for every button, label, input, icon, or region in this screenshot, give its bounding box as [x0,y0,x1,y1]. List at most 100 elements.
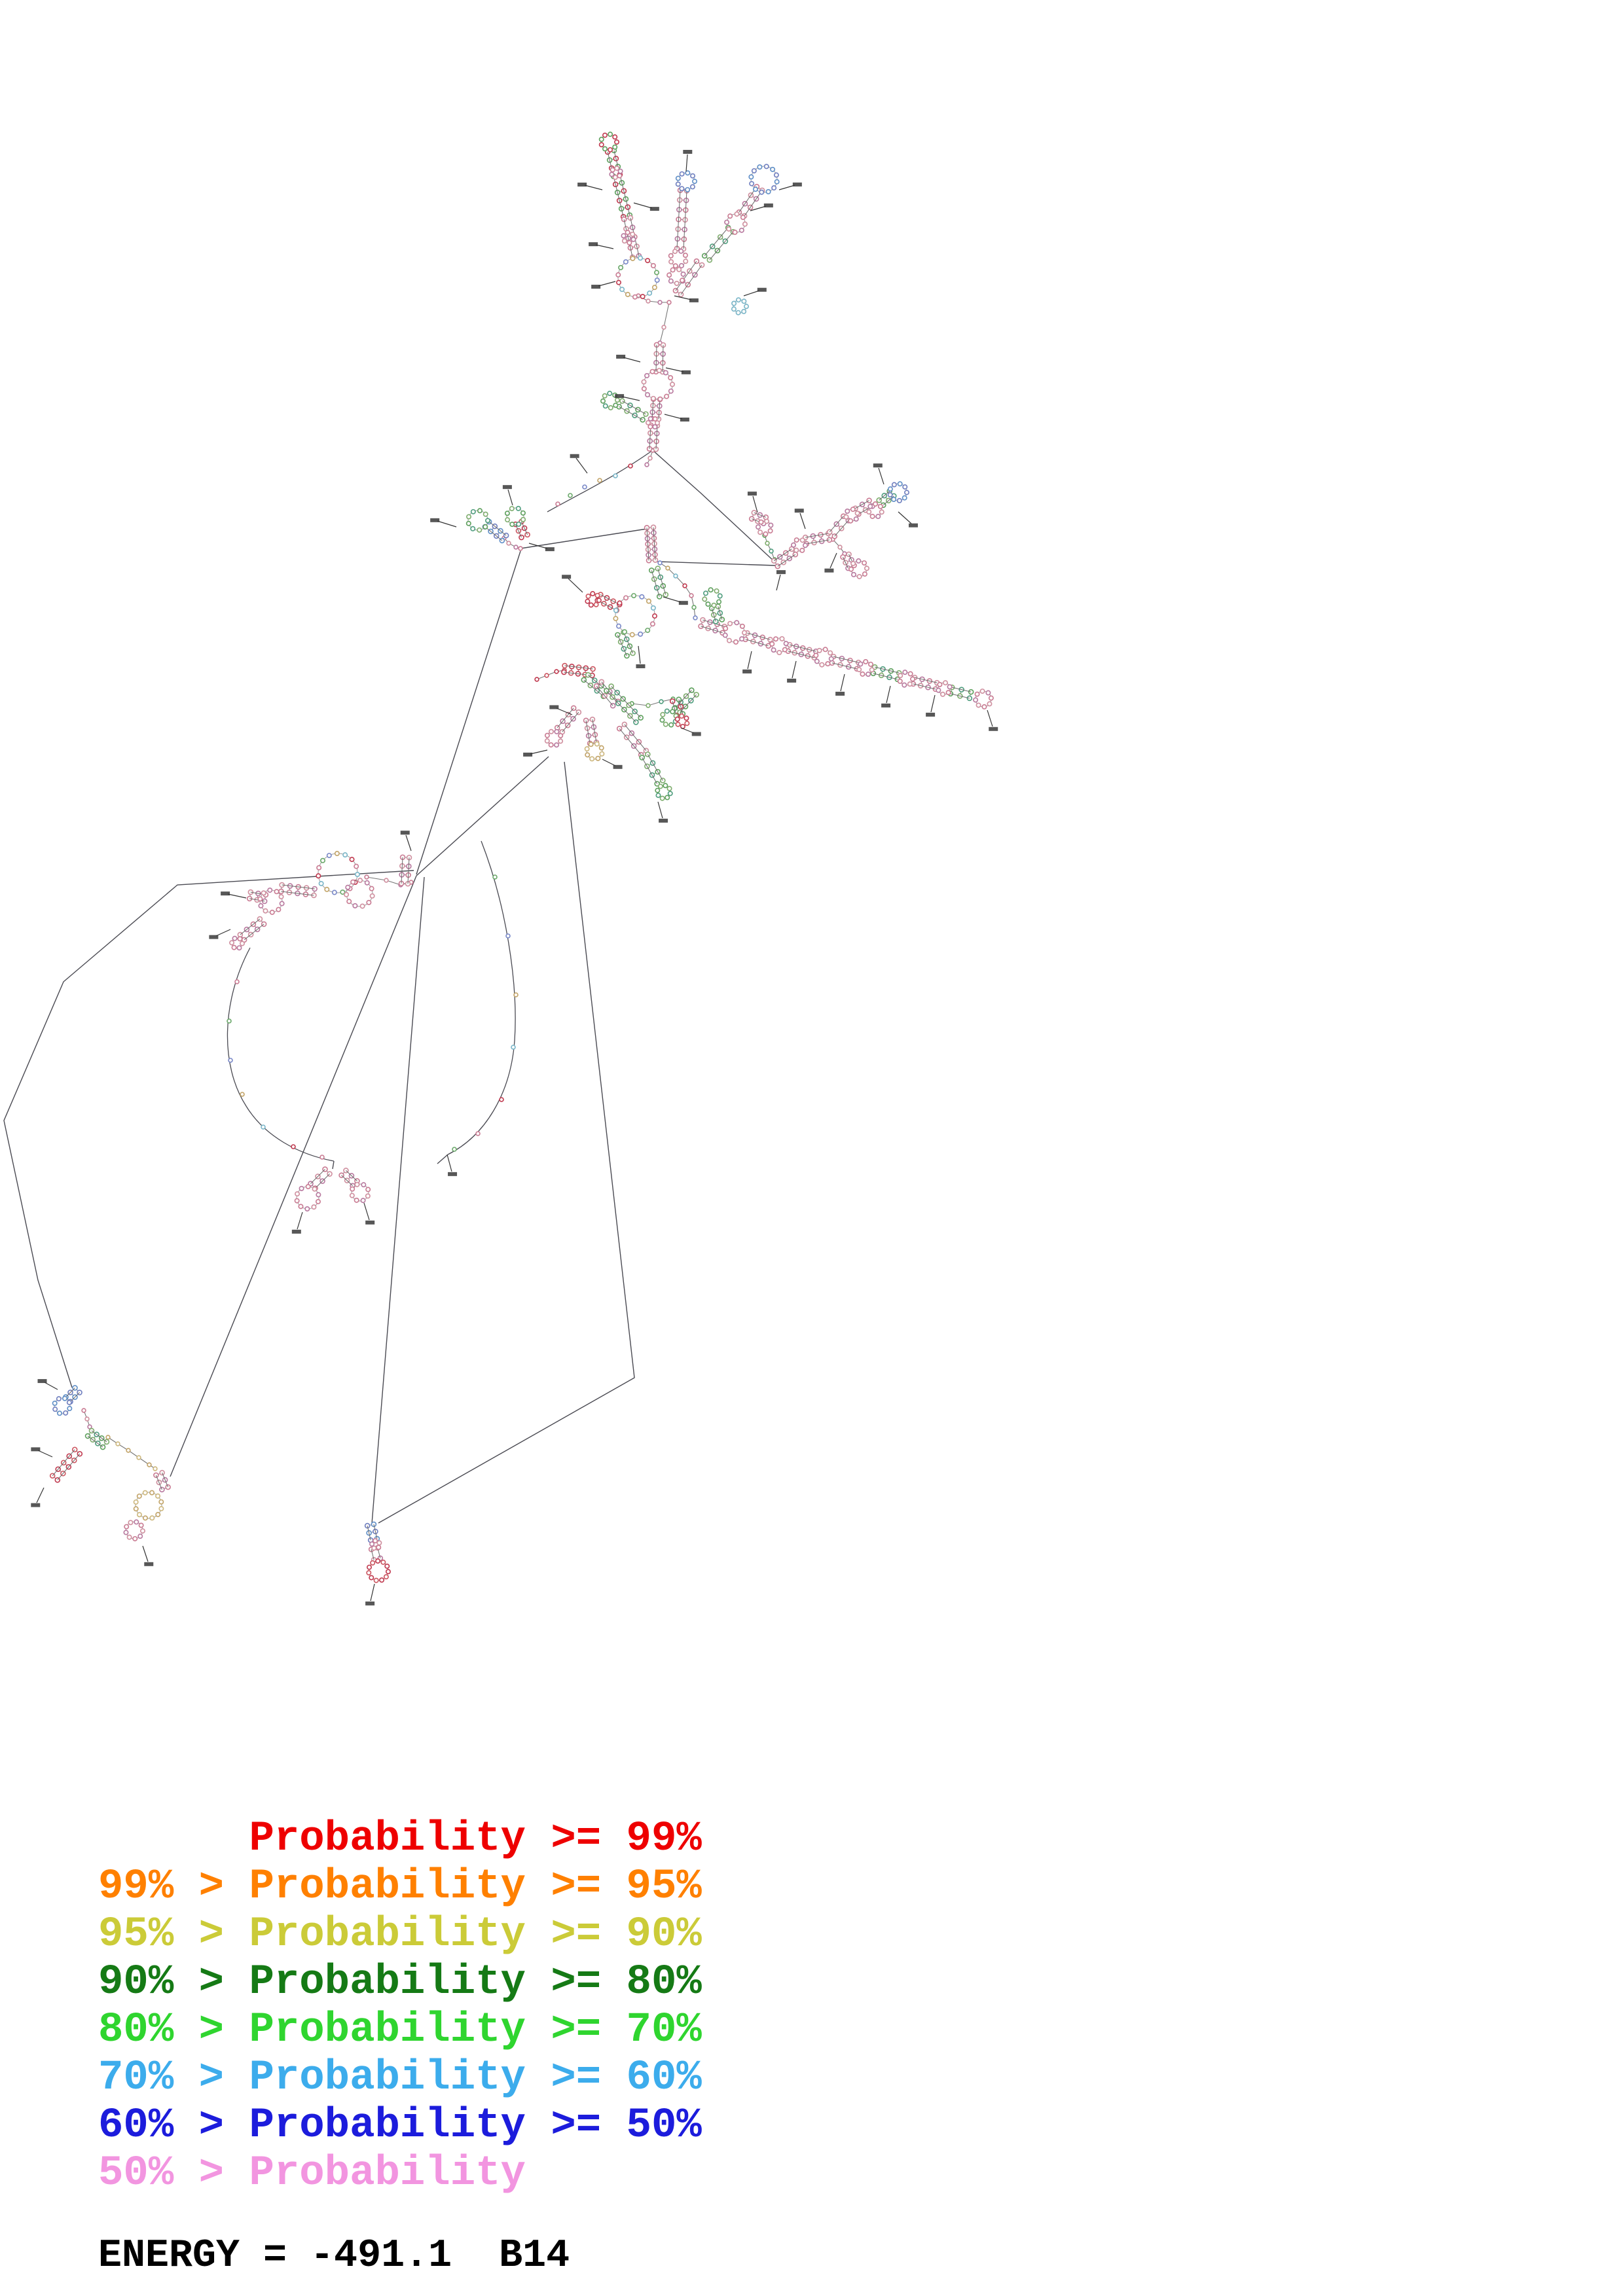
position-number-smudge [591,285,601,289]
helix-stem [616,398,649,423]
nucleotide-dot [149,1515,155,1521]
position-number-smudge [649,207,659,211]
stem-rail [675,260,697,291]
nucleotide-dot [304,1206,310,1211]
nucleotide-dot [518,546,523,551]
label-leader-line [36,1487,45,1503]
stem-rail [562,711,579,732]
loop-ring [504,505,526,528]
nucleotide-dot [331,889,337,895]
nucleotide-dot [361,1182,367,1188]
nucleotide-dot [664,708,670,714]
position-number-smudge [615,394,625,399]
stem-rail [653,527,656,560]
energy-label: ENERGY = -491.1 B14 [98,2234,570,2278]
nucleotide-dot [236,945,242,951]
helix-stem [153,1469,171,1493]
nucleotide-dot [702,596,708,602]
loop-ring [856,659,875,677]
nucleotide-dot [257,896,263,902]
nucleotide-dot [509,522,515,528]
nucleotide-dot [263,908,268,914]
nucleotide-dot [650,262,656,268]
legend-row-5: 70% > Probability >= 60% [98,2054,702,2102]
loop-ring [655,783,673,801]
nucleotide-dot [470,526,476,531]
nucleotide-dot [768,522,774,528]
nucleotide-dot [674,716,680,722]
nucleotide-dot [819,662,825,668]
nucleotide-dot [349,857,355,863]
nucleotide-dot [988,695,994,701]
nucleotide-dot [483,524,488,529]
nucleotide-dot [142,1490,148,1496]
nucleotide-dot [765,188,771,194]
nucleotide-dot [673,573,678,579]
label-leader-line [792,660,797,679]
nucleotide-dot [597,478,602,483]
nucleotide-dot [887,492,893,498]
nucleotide-dot [860,671,866,677]
nucleotide-dot [672,263,678,269]
nucleotide-dot [659,795,665,801]
position-number-smudge [549,705,559,709]
position-number-smudge [221,891,230,896]
stem-rail [341,1175,353,1187]
nucleotide-dot [649,621,655,627]
nucleotide-dot [554,742,560,748]
position-number-smudge [545,547,555,552]
nucleotide-dot [598,142,604,148]
stem-rail [777,554,796,567]
nucleotide-dot [668,388,674,394]
nucleotide-dot [734,620,740,626]
nucleotide-dot [384,878,389,883]
label-leader-line [987,709,993,727]
stem-rail [831,662,857,670]
position-number-smudge [678,601,688,605]
nucleotide-dot [365,1187,371,1193]
nucleotide-dot [350,1186,356,1192]
nucleotide-dot [655,793,661,798]
loop-ring [722,620,747,645]
helix-stem [616,721,649,758]
nucleotide-dot [548,742,554,748]
nucleotide-dot [371,1545,377,1551]
loop-ring [674,713,690,729]
nucleotide-dot [741,308,747,314]
helix-stem [364,1521,380,1543]
chain-line [659,562,696,619]
nucleotide-dot [680,271,686,277]
nucleotide-dot [654,278,660,283]
nucleotide-dot [897,481,903,487]
nucleotide-dot [520,510,526,516]
nucleotide-dot [902,484,908,490]
nucleotide-dot [652,416,658,422]
nucleotide-dot [825,661,831,667]
stem-rail [52,1449,75,1477]
nucleotide-dot [558,732,564,738]
nucleotide-dot [623,259,629,265]
nucleotide-dot [142,1515,148,1521]
nucleotide-dot [357,878,363,884]
helix-stem [583,716,600,747]
nucleotide-dot [278,894,284,900]
nucleotide-dot [520,516,526,522]
stem-rail [622,401,646,415]
nucleotide-dot [813,653,819,658]
nucleotide-dot [645,258,651,264]
nucleotide-dot [366,1570,372,1576]
loop-ring [598,132,619,152]
position-number-smudge [209,935,219,939]
nucleotide-dot [319,1155,325,1160]
nucleotide-dot [646,298,651,304]
connector-line [655,561,776,566]
nucleotide-dot [776,649,782,655]
nucleotide-dot [615,279,621,285]
nucleotide-dot [644,462,649,467]
nucleotide-dot [613,607,619,613]
nucleotide-dot [484,518,490,524]
label-leader-line [37,1450,53,1458]
loop-ring [585,591,602,608]
nucleotide-dot [638,255,644,261]
loop-ring [349,1181,371,1204]
